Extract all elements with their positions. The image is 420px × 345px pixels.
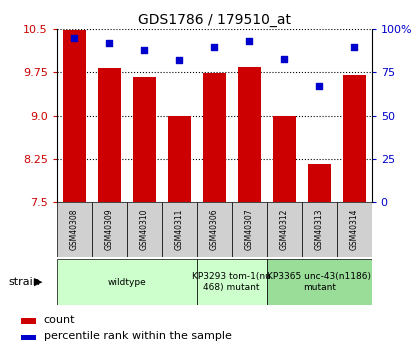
FancyBboxPatch shape bbox=[232, 202, 267, 257]
Bar bbox=[203, 73, 226, 202]
FancyBboxPatch shape bbox=[302, 202, 337, 257]
Text: count: count bbox=[44, 315, 75, 325]
Text: percentile rank within the sample: percentile rank within the sample bbox=[44, 331, 231, 341]
FancyBboxPatch shape bbox=[197, 202, 232, 257]
Text: GSM40307: GSM40307 bbox=[245, 209, 254, 250]
Bar bbox=[63, 30, 86, 202]
Bar bbox=[21, 335, 36, 340]
Text: GSM40309: GSM40309 bbox=[105, 209, 114, 250]
Text: ▶: ▶ bbox=[34, 277, 42, 287]
Bar bbox=[133, 77, 155, 202]
Text: GSM40306: GSM40306 bbox=[210, 209, 219, 250]
FancyBboxPatch shape bbox=[57, 202, 92, 257]
Point bbox=[351, 44, 357, 49]
Text: strain: strain bbox=[8, 277, 40, 287]
Text: GSM40308: GSM40308 bbox=[70, 209, 79, 250]
Point bbox=[281, 56, 288, 61]
Point bbox=[211, 44, 218, 49]
FancyBboxPatch shape bbox=[267, 202, 302, 257]
Text: GSM40311: GSM40311 bbox=[175, 209, 184, 250]
FancyBboxPatch shape bbox=[162, 202, 197, 257]
Text: GSM40310: GSM40310 bbox=[140, 209, 149, 250]
Point bbox=[141, 47, 147, 53]
Point bbox=[246, 39, 252, 44]
Bar bbox=[98, 68, 121, 202]
Text: KP3293 tom-1(nu
468) mutant: KP3293 tom-1(nu 468) mutant bbox=[192, 272, 271, 292]
Text: KP3365 unc-43(n1186)
mutant: KP3365 unc-43(n1186) mutant bbox=[267, 272, 371, 292]
Bar bbox=[21, 318, 36, 324]
Title: GDS1786 / 179510_at: GDS1786 / 179510_at bbox=[138, 13, 291, 27]
Text: GSM40314: GSM40314 bbox=[350, 209, 359, 250]
Text: GSM40313: GSM40313 bbox=[315, 209, 324, 250]
Point bbox=[176, 58, 183, 63]
FancyBboxPatch shape bbox=[127, 202, 162, 257]
Bar bbox=[168, 116, 191, 202]
Text: GSM40312: GSM40312 bbox=[280, 209, 289, 250]
Bar bbox=[308, 165, 331, 202]
FancyBboxPatch shape bbox=[197, 259, 267, 305]
Point bbox=[71, 35, 78, 41]
FancyBboxPatch shape bbox=[92, 202, 127, 257]
Text: wildtype: wildtype bbox=[108, 277, 146, 287]
Bar bbox=[238, 67, 260, 202]
FancyBboxPatch shape bbox=[57, 259, 197, 305]
Point bbox=[316, 83, 323, 89]
Point bbox=[106, 40, 113, 46]
Bar bbox=[273, 116, 296, 202]
FancyBboxPatch shape bbox=[267, 259, 372, 305]
FancyBboxPatch shape bbox=[337, 202, 372, 257]
Bar bbox=[343, 75, 365, 202]
